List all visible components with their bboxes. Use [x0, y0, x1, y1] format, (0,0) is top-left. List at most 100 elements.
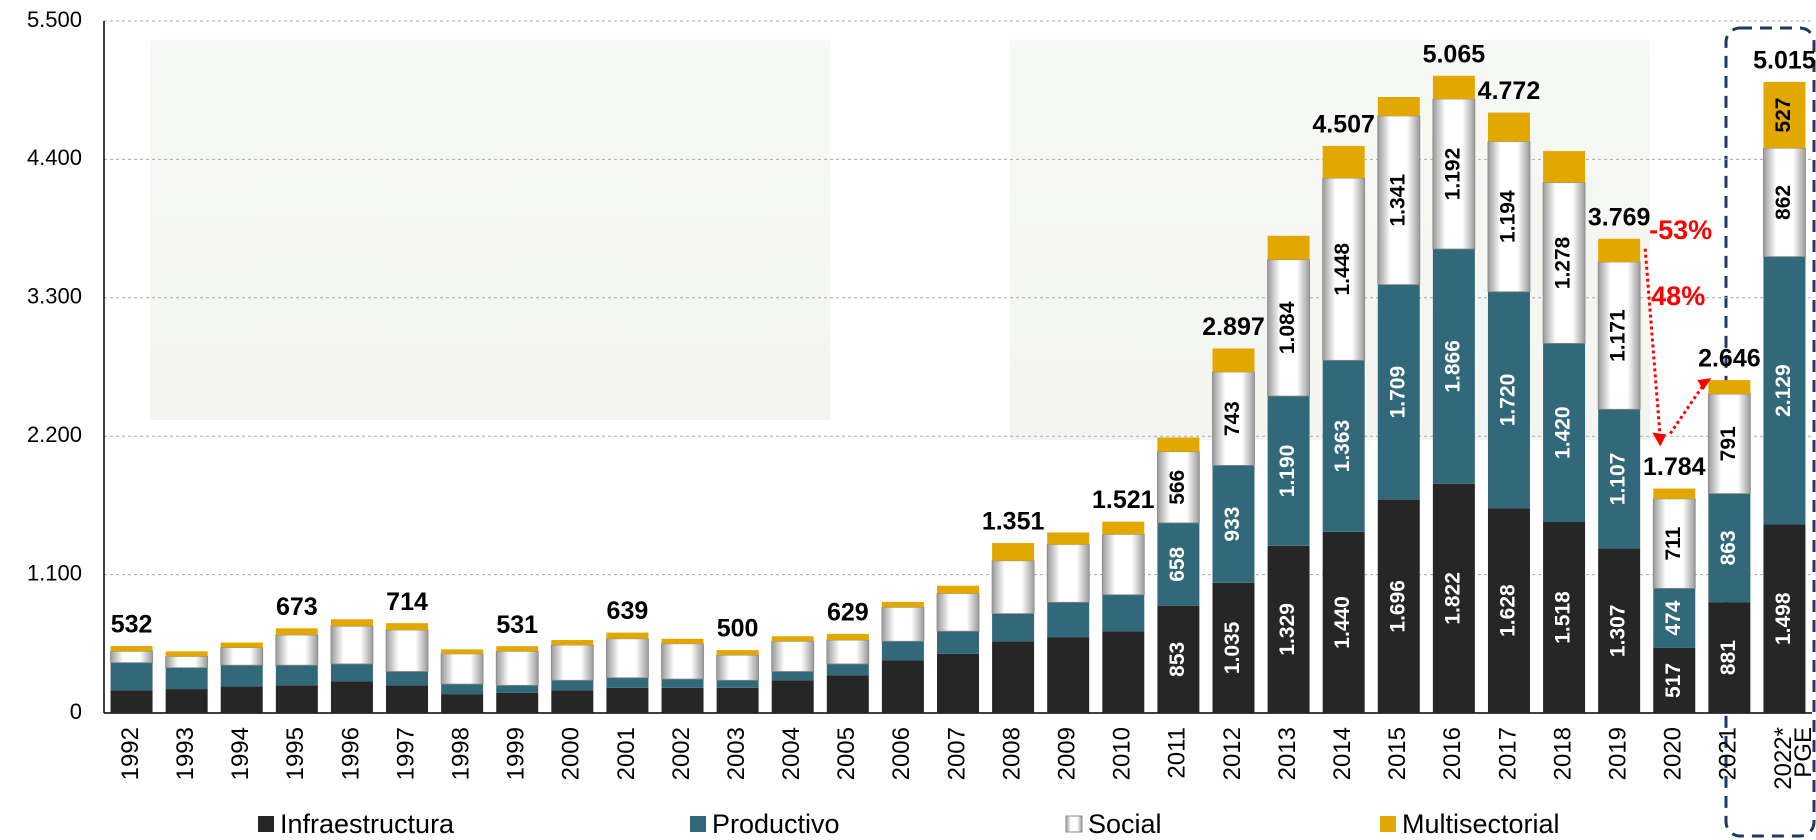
bar-segment [1157, 522, 1200, 606]
bar-segment [1377, 96, 1420, 116]
bar-segment [496, 692, 539, 713]
bar-segment [771, 680, 814, 713]
segment-label: 1.363 [1331, 420, 1354, 473]
bar-segment [937, 631, 979, 654]
x-tick-label: 2012 [1219, 727, 1246, 780]
bar-segment [661, 638, 704, 644]
bar-segment [1653, 647, 1696, 713]
segment-label: 1.278 [1552, 236, 1575, 289]
y-tick-label: 3.300 [27, 284, 82, 309]
bar-segment [165, 651, 208, 657]
segment-label: 474 [1662, 600, 1685, 635]
x-tick-label: 1999 [503, 727, 530, 780]
bar-segment [1322, 360, 1365, 532]
annotation: 48% [1651, 281, 1705, 311]
segment-label: 1.192 [1441, 148, 1464, 201]
bar-segment [495, 650, 539, 686]
arrow [1643, 248, 1662, 439]
bar-segment [1322, 177, 1366, 361]
segment-label: 711 [1662, 526, 1685, 560]
segment-label: 1.107 [1607, 453, 1630, 506]
total-label: 639 [607, 597, 649, 625]
bar-segment [330, 681, 373, 713]
bar-segment [1212, 465, 1255, 583]
bar-segment [1377, 115, 1421, 285]
total-label: 532 [111, 611, 153, 639]
segment-label: 791 [1717, 426, 1740, 461]
bar-segment [1487, 291, 1530, 509]
annotation: -53% [1649, 215, 1712, 245]
bar-segment [1322, 531, 1365, 713]
x-tick-label: 2018 [1549, 727, 1576, 780]
bar-segment [992, 641, 1035, 713]
segment-label: 1.448 [1331, 243, 1354, 296]
bar-segment [386, 623, 429, 630]
bar-segment [1708, 602, 1751, 713]
total-label: 531 [496, 611, 538, 639]
bar-segment [550, 644, 594, 681]
x-tick-label: 2002 [668, 727, 695, 780]
bar-segment [1543, 522, 1586, 713]
segment-label: 1.498 [1772, 592, 1795, 645]
bar-segment [1543, 343, 1586, 523]
bar-segment [826, 633, 869, 641]
bar-segment [275, 634, 319, 666]
arrow [1669, 381, 1707, 435]
bar-segment [881, 641, 924, 661]
x-tick-label: 2015 [1384, 727, 1411, 780]
segment-label: 1.720 [1497, 374, 1520, 427]
bar-segment [1707, 393, 1751, 494]
segment-label: 527 [1772, 98, 1795, 133]
bar-segment [1212, 582, 1255, 713]
x-tick-label: 2020 [1660, 727, 1687, 780]
bar-segment [441, 694, 484, 713]
bar-segment [771, 640, 815, 672]
legend-label: Multisectorial [1402, 809, 1560, 839]
segment-label: 862 [1772, 185, 1795, 220]
bar-segment [110, 690, 153, 713]
bar-segment [220, 642, 263, 648]
bar-segment [1047, 637, 1090, 713]
x-tick-label: 2001 [613, 727, 640, 780]
bar-segment [1157, 605, 1200, 713]
bar-segment [1708, 493, 1751, 603]
total-label: 1.351 [982, 508, 1045, 536]
bar-segment [1267, 396, 1310, 546]
bar-segment [661, 687, 704, 713]
segment-label: 1.628 [1497, 584, 1520, 637]
bar-segment [220, 647, 264, 666]
y-tick-label: 2.200 [27, 422, 82, 447]
y-tick-label: 1.100 [27, 560, 82, 585]
bar-segment [1763, 81, 1806, 149]
total-label: 5.065 [1423, 40, 1486, 68]
total-label: 1.521 [1092, 486, 1155, 514]
bar-segment [936, 593, 980, 632]
x-tick-label: 2004 [778, 727, 805, 780]
x-tick-label: 2009 [1054, 727, 1081, 780]
x-tick-label: 1997 [392, 727, 419, 780]
bar-segment [1432, 75, 1475, 100]
x-tick-label: 1998 [447, 727, 474, 780]
bar-segment [1487, 112, 1530, 142]
x-tick-label: 2014 [1329, 727, 1356, 780]
bar-segment [110, 662, 153, 691]
bar-segment [771, 671, 814, 681]
bar-segment [716, 654, 760, 681]
bar-segment [1432, 98, 1476, 250]
segment-label: 881 [1717, 640, 1740, 675]
bar-segment [826, 675, 869, 713]
bar-segment [1102, 594, 1145, 632]
bar-segment [1267, 545, 1310, 713]
segment-label: 658 [1166, 546, 1189, 581]
bar-segment [606, 632, 649, 639]
bar-segment [330, 625, 374, 665]
bar-segment [1598, 409, 1641, 549]
bar-segment [1212, 348, 1255, 372]
x-tick-label: 2017 [1494, 727, 1521, 780]
bar-segment [992, 613, 1035, 642]
bar-segment [330, 663, 373, 682]
x-tick-label: 2000 [558, 727, 585, 780]
legend-swatch [690, 816, 706, 832]
legend-swatch [1065, 815, 1083, 833]
